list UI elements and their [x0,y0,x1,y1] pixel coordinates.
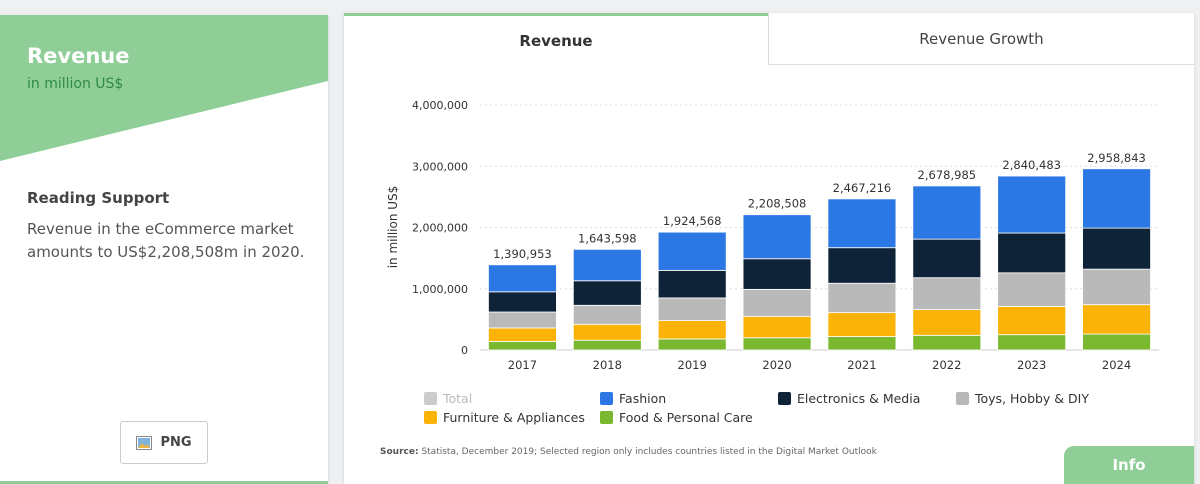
tab-revenue[interactable]: Revenue [344,13,768,65]
legend-item-total[interactable]: Total [424,391,472,406]
bar-segment-food [742,337,812,351]
legend-label: Furniture & Appliances [443,410,585,425]
source-note: Source: Statista, December 2019; Selecte… [380,447,877,457]
legend-item-fashion[interactable]: Fashion [600,391,666,406]
x-tick-label: 2024 [1102,358,1131,372]
image-icon [136,435,153,450]
bar-segment-food [572,339,642,351]
bar-segment-fashion [488,264,557,293]
x-tick-label: 2023 [1017,358,1046,372]
total-data-label: 2,208,508 [748,197,807,211]
bar-segment-furniture [572,323,642,341]
x-tick-label: 2019 [678,358,707,372]
total-data-label: 1,643,598 [578,231,637,245]
bar-segment-fashion [657,231,727,271]
panel-subtitle: in million US$ [27,76,124,92]
bar-segment-toys [912,277,982,310]
bar-segment-food [827,336,897,351]
panel-bottom-line [0,481,328,484]
bar-segment-electronics [742,258,812,290]
legend-swatch [600,392,613,405]
bar-segment-fashion [1082,168,1151,229]
bar-segment-furniture [657,320,727,340]
legend-item-food[interactable]: Food & Personal Care [600,410,753,425]
legend-item-furniture[interactable]: Furniture & Appliances [424,410,585,425]
bar-segment-toys [742,288,812,317]
total-data-label: 2,678,985 [918,168,977,182]
legend-swatch [600,411,613,424]
bar-segment-fashion [912,185,982,240]
x-tick-label: 2021 [847,358,876,372]
legend-label: Total [443,391,473,406]
bar-segment-food [912,334,982,351]
bar-segment-toys [997,272,1067,307]
title-banner: Revenue in million US$ [0,15,328,165]
legend-label: Fashion [619,391,667,406]
y-tick-label: 2,000,000 [412,222,468,235]
total-data-label: 2,958,843 [1087,151,1146,165]
bar-segment-electronics [572,280,642,306]
y-tick-label: 1,000,000 [412,283,468,296]
bar-segment-furniture [827,312,897,337]
banner-shape [0,15,328,161]
bar-segment-toys [657,297,727,322]
x-tick-label: 2018 [593,358,622,372]
bar-segment-electronics [1082,227,1151,270]
bar-segment-electronics [997,232,1067,274]
x-tick-label: 2022 [932,358,961,372]
bar-segment-toys [488,311,557,329]
png-label: PNG [160,435,192,450]
bar-segment-furniture [997,306,1067,336]
png-download-button[interactable]: PNG [120,421,208,464]
bar-segment-electronics [827,247,897,284]
legend-swatch [956,392,969,405]
info-panel: Revenue in million US$ Reading Support R… [0,15,328,484]
source-text: Statista, December 2019; Selected region… [421,447,877,457]
bar-segment-furniture [742,315,812,339]
total-data-label: 2,467,216 [833,181,892,195]
source-label: Source: [380,447,419,457]
tab-revenue-growth[interactable]: Revenue Growth [768,13,1194,65]
legend-label: Food & Personal Care [619,410,753,425]
x-tick-label: 2020 [762,358,791,372]
total-data-label: 2,840,483 [1002,158,1061,172]
info-button[interactable]: Info [1064,446,1194,484]
bar-segment-toys [572,304,642,325]
bar-segment-electronics [488,291,557,313]
bar-segment-furniture [1082,304,1151,335]
y-tick-label: 0 [461,344,468,357]
bar-segment-furniture [912,309,982,336]
legend-item-toys[interactable]: Toys, Hobby & DIY [956,391,1089,406]
y-axis-label: in million US$ [386,186,400,269]
reading-support-heading: Reading Support [27,189,170,207]
legend-item-electronics[interactable]: Electronics & Media [778,391,920,406]
legend-label: Electronics & Media [797,391,921,406]
x-tick-label: 2017 [508,358,537,372]
bar-segment-furniture [488,327,557,342]
bar-segment-toys [1082,268,1151,306]
revenue-chart: 0 1,000,000 2,000,000 3,000,000 4,000,000 in … [386,99,1159,372]
panel-title: Revenue [27,44,130,68]
bar-segment-food [1082,333,1151,351]
chart-card: Revenue Revenue Growth 0 1,000,000 2,000,0… [344,13,1194,484]
reading-support-text: Revenue in the eCommerce market amounts … [27,220,305,261]
legend-swatch [424,392,437,405]
total-data-label: 1,390,953 [493,247,552,261]
bar-segment-electronics [657,269,727,299]
bar-segment-food [488,341,557,351]
bar-segment-fashion [827,198,897,249]
y-tick-label: 3,000,000 [412,160,468,173]
legend-swatch [778,392,791,405]
bar-segment-food [657,338,727,351]
legend-label: Toys, Hobby & DIY [975,391,1089,406]
total-data-label: 1,924,568 [663,214,722,228]
bar-segment-fashion [997,175,1067,234]
bar-segment-fashion [572,248,642,282]
bar-segment-fashion [742,214,812,260]
y-tick-label: 4,000,000 [412,99,468,112]
bar-segment-toys [827,282,897,314]
bar-segment-electronics [912,238,982,279]
legend-swatch [424,411,437,424]
bar-segment-food [997,334,1067,351]
